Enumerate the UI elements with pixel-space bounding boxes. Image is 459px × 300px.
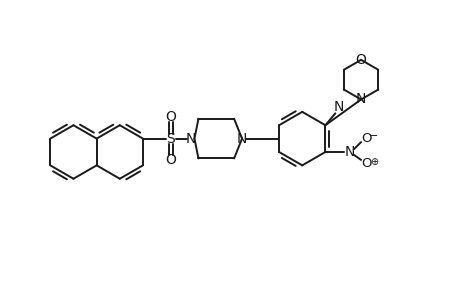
Text: O: O [165, 153, 176, 167]
Text: N: N [355, 92, 365, 106]
Text: S: S [166, 132, 175, 145]
Text: N: N [344, 145, 355, 159]
Text: ⊕: ⊕ [369, 157, 377, 167]
Text: N: N [185, 132, 195, 145]
Text: O: O [355, 53, 366, 67]
Text: O: O [165, 110, 176, 124]
Text: O: O [360, 158, 370, 170]
Text: N: N [333, 100, 344, 114]
Text: −: − [369, 131, 378, 141]
Text: N: N [236, 132, 246, 145]
Text: O: O [360, 132, 370, 145]
